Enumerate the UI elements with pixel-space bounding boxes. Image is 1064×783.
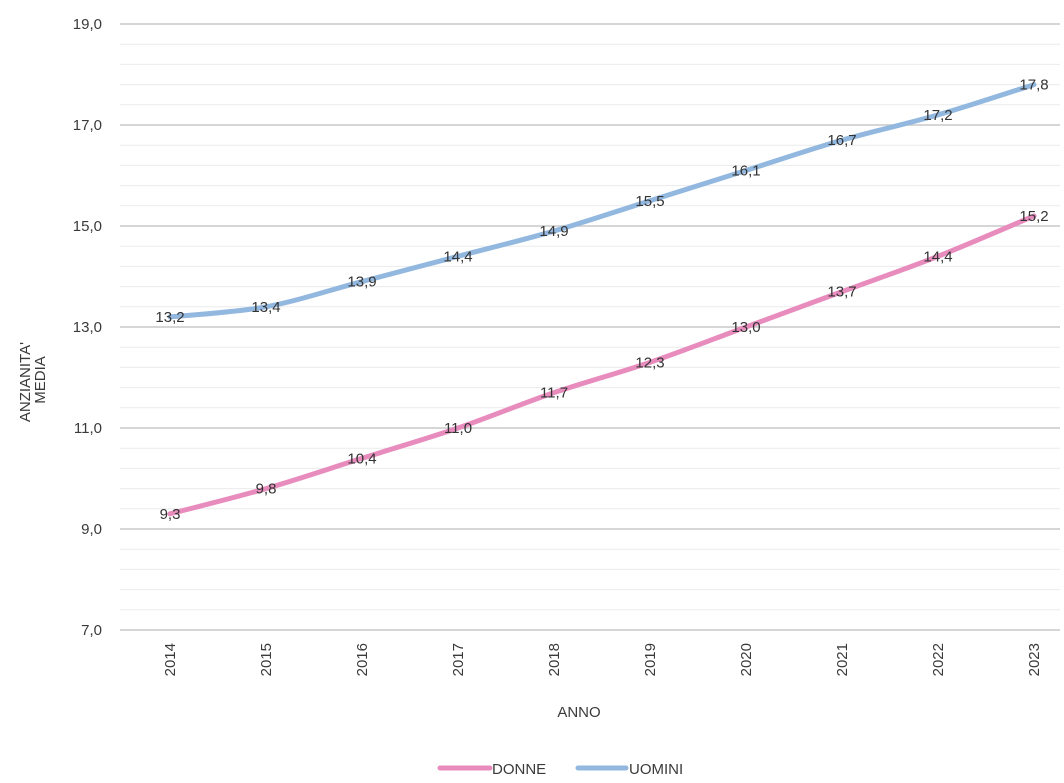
data-label-uomini-2022: 17,2 [923, 107, 952, 124]
y-tick-label: 9,0 [81, 521, 102, 538]
x-tick-label: 2014 [162, 643, 179, 676]
data-label-donne-2016: 10,4 [347, 450, 376, 467]
data-label-uomini-2023: 17,8 [1019, 77, 1048, 94]
data-label-uomini-2015: 13,4 [251, 299, 280, 316]
legend: DONNE UOMINI [437, 761, 683, 778]
data-label-donne-2017: 11,0 [444, 420, 472, 437]
x-tick-label: 2022 [930, 643, 947, 676]
series-line-uomini [167, 82, 1037, 320]
data-label-donne-2023: 15,2 [1019, 208, 1048, 225]
data-label-uomini-2020: 16,1 [731, 162, 760, 179]
x-tick-label: 2019 [642, 643, 659, 676]
x-tick-label: 2017 [450, 643, 467, 676]
y-tick-label: 17,0 [73, 117, 102, 134]
y-tick-label: 13,0 [73, 319, 102, 336]
data-label-donne-2014: 9,3 [160, 506, 181, 523]
x-tick-label: 2018 [546, 643, 563, 676]
x-axis-ticks: 2014 2015 2016 2017 2018 2019 2020 2021 2022 2023 [162, 643, 1043, 676]
y-axis-title-line-2: MEDIA [32, 356, 49, 404]
y-tick-label: 19,0 [73, 16, 102, 33]
y-tick-label: 11,0 [74, 420, 102, 437]
y-axis-ticks: 7,0 9,0 11,0 13,0 15,0 17,0 19,0 [73, 16, 102, 639]
data-label-uomini-2014: 13,2 [155, 309, 184, 326]
y-tick-label: 15,0 [73, 218, 102, 235]
data-label-donne-2019: 12,3 [635, 354, 664, 371]
data-label-uomini-2018: 14,9 [539, 223, 568, 240]
data-labels: 9,3 9,8 10,4 11,0 11,7 12,3 13,0 13,7 14,4 15,2 13… [155, 77, 1048, 523]
data-label-uomini-2019: 15,5 [635, 193, 664, 210]
x-tick-label: 2016 [354, 643, 371, 676]
legend-label-donne: DONNE [492, 761, 546, 778]
y-tick-label: 7,0 [81, 622, 102, 639]
data-label-donne-2022: 14,4 [923, 248, 952, 265]
data-label-uomini-2017: 14,4 [443, 248, 472, 265]
x-axis-title: ANNO [557, 704, 600, 721]
data-label-uomini-2016: 13,9 [347, 274, 376, 291]
data-label-uomini-2021: 16,7 [827, 132, 856, 149]
x-tick-label: 2023 [1026, 643, 1043, 676]
legend-label-uomini: UOMINI [629, 761, 683, 778]
y-axis-title-line-1: ANZIANITA' [17, 342, 34, 422]
x-tick-label: 2015 [258, 643, 275, 676]
data-label-donne-2018: 11,7 [540, 385, 568, 402]
data-label-donne-2020: 13,0 [731, 319, 760, 336]
series-line-donne [167, 213, 1037, 517]
data-label-donne-2015: 9,8 [256, 481, 277, 498]
x-tick-label: 2020 [738, 643, 755, 676]
series-lines [167, 82, 1037, 517]
x-tick-label: 2021 [834, 643, 851, 676]
data-label-donne-2021: 13,7 [827, 284, 856, 301]
y-axis-title: ANZIANITA' MEDIA [17, 338, 49, 422]
gridlines [120, 23, 1060, 631]
